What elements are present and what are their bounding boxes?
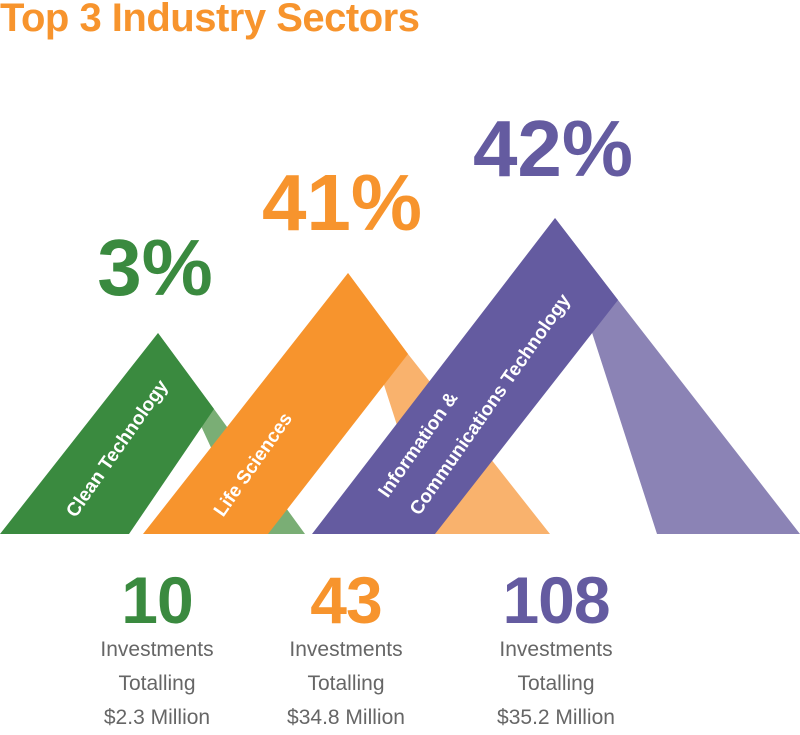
sector-shape-life-sciences-left xyxy=(143,273,408,534)
page-title: Top 3 Industry Sectors xyxy=(0,0,420,40)
stat-line-investments: Investments xyxy=(289,638,403,661)
sector-shape-ict-right xyxy=(555,218,800,534)
stat-ict: 108 Investments Totalling $35.2 Million xyxy=(466,567,646,735)
sector-shape-clean-technology-left xyxy=(0,333,214,534)
investment-count: 43 xyxy=(310,563,382,637)
stat-line-investments: Investments xyxy=(499,638,613,661)
stat-line-amount: $34.8 Million xyxy=(287,706,405,729)
stat-line-investments: Investments xyxy=(100,638,214,661)
stat-line-totalling: Totalling xyxy=(517,672,595,695)
percent-label-ict: 42% xyxy=(473,104,633,193)
stat-life-sciences: 43 Investments Totalling $34.8 Million xyxy=(256,567,436,735)
stat-line-amount: $35.2 Million xyxy=(497,706,615,729)
investment-count: 10 xyxy=(121,563,193,637)
stat-clean-technology: 10 Investments Totalling $2.3 Million xyxy=(67,567,247,735)
stat-line-totalling: Totalling xyxy=(118,672,196,695)
sector-shape-ict-left xyxy=(312,218,618,534)
stat-line-amount: $2.3 Million xyxy=(103,706,211,729)
stat-line-totalling: Totalling xyxy=(307,672,385,695)
percent-label-life-sciences: 41% xyxy=(262,158,422,247)
investment-count: 108 xyxy=(502,563,610,637)
sector-chart: 3% 41% 42% Clean Technology Life Science… xyxy=(0,104,800,534)
percent-label-clean-technology: 3% xyxy=(97,223,213,312)
